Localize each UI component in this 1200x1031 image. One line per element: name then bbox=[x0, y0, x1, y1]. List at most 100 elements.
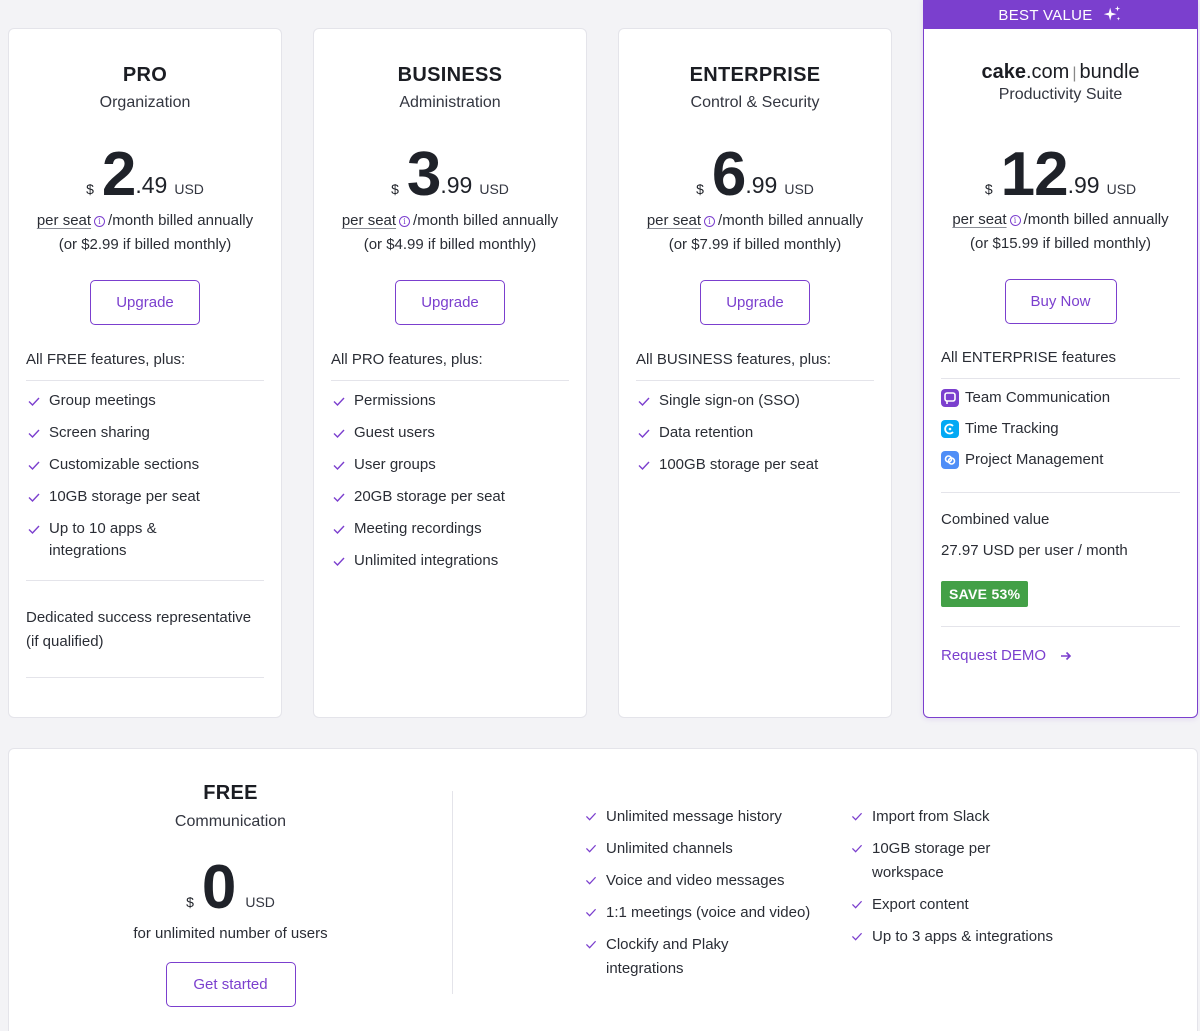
free-feature-list-2: Import from Slack 10GB storage per works… bbox=[849, 805, 1079, 957]
list-item: Up to 10 apps & integrations bbox=[26, 518, 264, 562]
get-started-button[interactable]: Get started bbox=[165, 962, 296, 1007]
bundle-logo: cake.com | bundle bbox=[924, 61, 1197, 84]
per-seat-link[interactable]: per seat bbox=[36, 212, 92, 229]
features-heading: All FREE features, plus: bbox=[26, 351, 264, 381]
best-value-banner: BEST VALUE bbox=[924, 1, 1197, 29]
plan-name: BUSINESS bbox=[397, 64, 503, 86]
feature-label: 10GB storage per workspace bbox=[872, 840, 991, 881]
plan-card-business: BUSINESS Administration $ 3 .99 USD per … bbox=[313, 28, 587, 718]
plan-card-enterprise: ENTERPRISE Control & Security $ 6 .99 US… bbox=[618, 28, 892, 718]
feature-label: User groups bbox=[354, 456, 436, 473]
check-icon bbox=[851, 844, 863, 853]
feature-label: Screen sharing bbox=[49, 424, 150, 441]
feature-label: Single sign-on (SSO) bbox=[659, 392, 800, 409]
billing-text: /month billed annually bbox=[718, 212, 864, 229]
list-item: Data retention bbox=[636, 422, 874, 444]
feature-list: Single sign-on (SSO) Data retention 100G… bbox=[636, 390, 874, 486]
billing-text: /month billed annually bbox=[413, 212, 559, 229]
best-value-label: BEST VALUE bbox=[998, 6, 1093, 24]
feature-label: Voice and video messages bbox=[606, 872, 785, 889]
price: $ 0 USD bbox=[9, 854, 452, 919]
check-icon bbox=[585, 812, 597, 821]
plan-subtitle: Communication bbox=[174, 813, 287, 830]
plan-name: FREE bbox=[203, 782, 258, 804]
price: $ 3 .99 USD bbox=[314, 140, 586, 209]
list-item: Time Tracking bbox=[941, 418, 1180, 440]
free-users-note: for unlimited number of users bbox=[133, 925, 328, 942]
plaky-icon bbox=[941, 451, 959, 469]
free-feature-list-1: Unlimited message history Unlimited chan… bbox=[583, 805, 833, 989]
monthly-note: (or $4.99 if billed monthly) bbox=[363, 236, 537, 253]
list-item: Screen sharing bbox=[26, 422, 264, 444]
currency-symbol: $ bbox=[984, 181, 993, 197]
list-item: Team Communication bbox=[941, 387, 1180, 409]
feature-label: Unlimited channels bbox=[606, 840, 733, 857]
list-item: Export content bbox=[849, 893, 1079, 917]
info-icon[interactable]: i bbox=[399, 216, 411, 227]
billing-text: /month billed annually bbox=[1023, 211, 1169, 228]
list-item: Group meetings bbox=[26, 390, 264, 412]
price-unit: USD bbox=[174, 181, 204, 197]
monthly-note: (or $7.99 if billed monthly) bbox=[668, 236, 842, 253]
check-icon bbox=[28, 397, 40, 407]
feature-label: Data retention bbox=[659, 424, 754, 441]
arrow-right-icon bbox=[1061, 651, 1072, 660]
upgrade-button[interactable]: Upgrade bbox=[395, 280, 505, 325]
list-item: 10GB storage per workspace bbox=[849, 837, 1079, 885]
billing-text: /month billed annually bbox=[108, 212, 254, 229]
combined-value: 27.97 USD per user / month bbox=[941, 542, 1128, 559]
per-seat-link[interactable]: per seat bbox=[646, 212, 702, 229]
check-icon bbox=[333, 493, 345, 503]
free-summary: FREE Communication $ 0 USD for unlimited… bbox=[9, 749, 452, 1031]
currency-symbol: $ bbox=[391, 181, 399, 197]
list-item: Unlimited message history bbox=[583, 805, 833, 829]
price-unit: USD bbox=[1106, 181, 1137, 197]
list-item: Clockify and Plaky integrations bbox=[583, 933, 833, 981]
billing-line: per seat i/month billed annually bbox=[924, 211, 1197, 228]
feature-label: Meeting recordings bbox=[354, 520, 482, 537]
feature-label: 100GB storage per seat bbox=[659, 456, 819, 473]
feature-list: Permissions Guest users User groups 20GB… bbox=[331, 390, 569, 582]
list-item: Unlimited channels bbox=[583, 837, 833, 861]
list-item: User groups bbox=[331, 454, 569, 476]
price-whole: 3 bbox=[406, 140, 441, 209]
app-label: Project Management bbox=[965, 451, 1104, 468]
feature-label: Guest users bbox=[354, 424, 435, 441]
price-unit: USD bbox=[245, 894, 275, 910]
sparkle-icon bbox=[1103, 5, 1120, 21]
upgrade-button[interactable]: Upgrade bbox=[700, 280, 810, 325]
feature-label: Permissions bbox=[354, 392, 436, 409]
logo-separator: | bbox=[1072, 65, 1077, 82]
logo-word: bundle bbox=[1079, 61, 1140, 83]
logo-domain: .com bbox=[1025, 61, 1070, 83]
feature-label: Clockify and Plaky integrations bbox=[606, 936, 729, 977]
feature-label: Unlimited integrations bbox=[354, 552, 499, 569]
buy-now-button[interactable]: Buy Now bbox=[1004, 279, 1117, 324]
price-cents: .99 bbox=[1067, 172, 1100, 198]
currency-symbol: $ bbox=[86, 181, 94, 197]
info-icon[interactable]: i bbox=[94, 216, 106, 227]
divider bbox=[941, 626, 1180, 627]
billing-line: per seat i/month billed annually bbox=[9, 212, 281, 229]
check-icon bbox=[585, 844, 597, 853]
features-heading: All BUSINESS features, plus: bbox=[636, 351, 874, 381]
monthly-note: (or $2.99 if billed monthly) bbox=[58, 236, 232, 253]
price-cents: .49 bbox=[135, 172, 168, 198]
feature-label: Import from Slack bbox=[872, 808, 990, 825]
plan-subtitle: Administration bbox=[399, 94, 501, 111]
price: $ 2 .49 USD bbox=[9, 140, 281, 209]
currency-symbol: $ bbox=[186, 894, 194, 910]
request-demo-link[interactable]: Request DEMO bbox=[941, 647, 1072, 664]
info-icon[interactable]: i bbox=[1009, 215, 1021, 226]
info-icon[interactable]: i bbox=[704, 216, 716, 227]
price: $ 12 .99 USD bbox=[924, 141, 1197, 206]
check-icon bbox=[28, 493, 40, 503]
price-unit: USD bbox=[479, 181, 509, 197]
price-whole: 2 bbox=[101, 140, 136, 209]
per-seat-link[interactable]: per seat bbox=[341, 212, 397, 229]
plan-name: ENTERPRISE bbox=[689, 64, 821, 86]
upgrade-button[interactable]: Upgrade bbox=[90, 280, 200, 325]
bundle-app-list: Team Communication Time Tracking Project… bbox=[941, 387, 1180, 493]
per-seat-link[interactable]: per seat bbox=[952, 211, 1007, 228]
feature-label: Customizable sections bbox=[49, 456, 200, 473]
